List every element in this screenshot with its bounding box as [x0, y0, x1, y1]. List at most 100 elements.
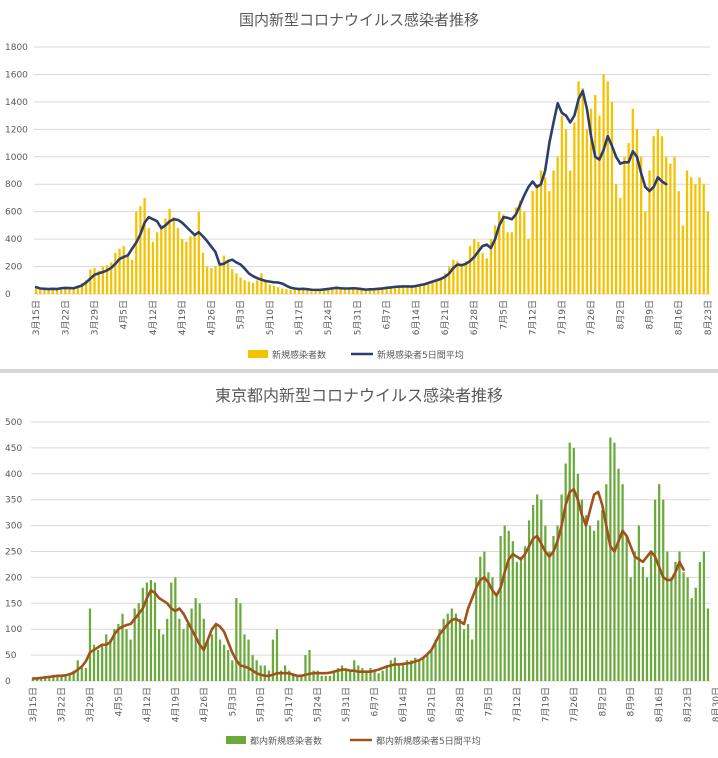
x-tick-label: 7月19日	[540, 687, 551, 722]
bar	[210, 267, 213, 294]
bar	[149, 579, 153, 681]
x-tick-label: 6月14日	[398, 687, 409, 722]
bar	[155, 232, 159, 294]
bar	[281, 288, 284, 294]
bar	[263, 665, 266, 681]
x-tick-label: 6月21日	[426, 687, 437, 722]
bar	[256, 280, 259, 294]
bar	[694, 587, 697, 681]
bar	[80, 665, 83, 681]
bar	[51, 287, 54, 294]
bar	[483, 551, 486, 681]
bar	[450, 608, 453, 681]
bar	[206, 639, 209, 681]
bar	[584, 515, 588, 681]
bar	[479, 556, 482, 681]
bar	[393, 286, 397, 294]
bar	[397, 286, 401, 294]
bar	[255, 660, 258, 681]
legend-line-label: 都内新規感染者5日間平均	[376, 735, 481, 747]
bar	[316, 670, 319, 681]
x-tick-label: 6月7日	[382, 300, 393, 329]
bar	[318, 289, 321, 294]
bar	[389, 287, 392, 294]
bar	[423, 284, 426, 294]
x-tick-label: 5月24日	[323, 300, 334, 335]
bar	[414, 657, 417, 681]
bar	[635, 129, 639, 294]
bar	[201, 252, 205, 294]
y-tick-label: 1000	[5, 153, 28, 163]
x-tick-label: 5月24日	[313, 687, 324, 722]
bar	[105, 265, 109, 294]
y-tick-label: 1400	[5, 98, 28, 108]
bar	[174, 577, 177, 681]
bar	[68, 287, 71, 294]
bar	[601, 510, 604, 681]
bar	[288, 670, 291, 681]
bar	[454, 613, 458, 681]
y-tick-label: 250	[5, 548, 22, 558]
bar	[118, 248, 121, 294]
bar	[556, 156, 559, 294]
bar	[535, 184, 538, 294]
bar	[452, 259, 455, 294]
bar	[125, 629, 128, 681]
x-tick-label: 4月19日	[177, 300, 188, 335]
bar	[347, 288, 351, 294]
x-tick-label: 8月30日	[711, 687, 718, 722]
bar	[166, 618, 169, 681]
bar	[573, 122, 576, 294]
bar	[464, 261, 468, 294]
bar	[506, 232, 509, 294]
bar	[544, 525, 547, 681]
bar	[361, 668, 364, 681]
x-tick-label: 3月15日	[28, 687, 39, 722]
x-tick-label: 8月16日	[654, 687, 665, 722]
bar	[498, 211, 501, 294]
average-line	[31, 488, 685, 680]
bar	[564, 463, 567, 681]
bar	[548, 551, 551, 681]
bar	[251, 655, 254, 681]
bar	[251, 283, 255, 294]
bar	[239, 603, 242, 681]
bar	[162, 634, 165, 681]
bar	[519, 556, 523, 681]
bar	[47, 288, 50, 294]
bar	[694, 184, 697, 294]
bar	[572, 447, 575, 681]
bar	[304, 655, 307, 681]
bar	[507, 530, 510, 681]
bar	[327, 288, 330, 294]
bar	[168, 208, 171, 294]
average-line	[34, 89, 668, 292]
bar	[373, 670, 376, 681]
bar	[328, 675, 331, 681]
bar	[243, 634, 246, 681]
bar	[665, 156, 668, 294]
y-tick-label: 500	[5, 418, 22, 428]
bar	[585, 129, 589, 294]
bar	[468, 245, 472, 294]
bar	[685, 170, 689, 294]
bar	[619, 197, 622, 294]
bar	[431, 281, 434, 294]
bar	[613, 442, 616, 681]
bar	[593, 530, 596, 681]
bar	[130, 259, 134, 294]
bar	[597, 520, 600, 681]
bar	[641, 567, 645, 681]
bar	[623, 156, 626, 294]
bar	[706, 211, 710, 294]
bar	[59, 288, 63, 294]
bar	[344, 670, 348, 681]
bar	[43, 289, 46, 294]
bar	[121, 613, 124, 681]
bar	[706, 608, 710, 681]
bar	[322, 288, 326, 294]
bar	[180, 239, 184, 294]
bar	[606, 81, 609, 294]
bar	[381, 287, 384, 294]
